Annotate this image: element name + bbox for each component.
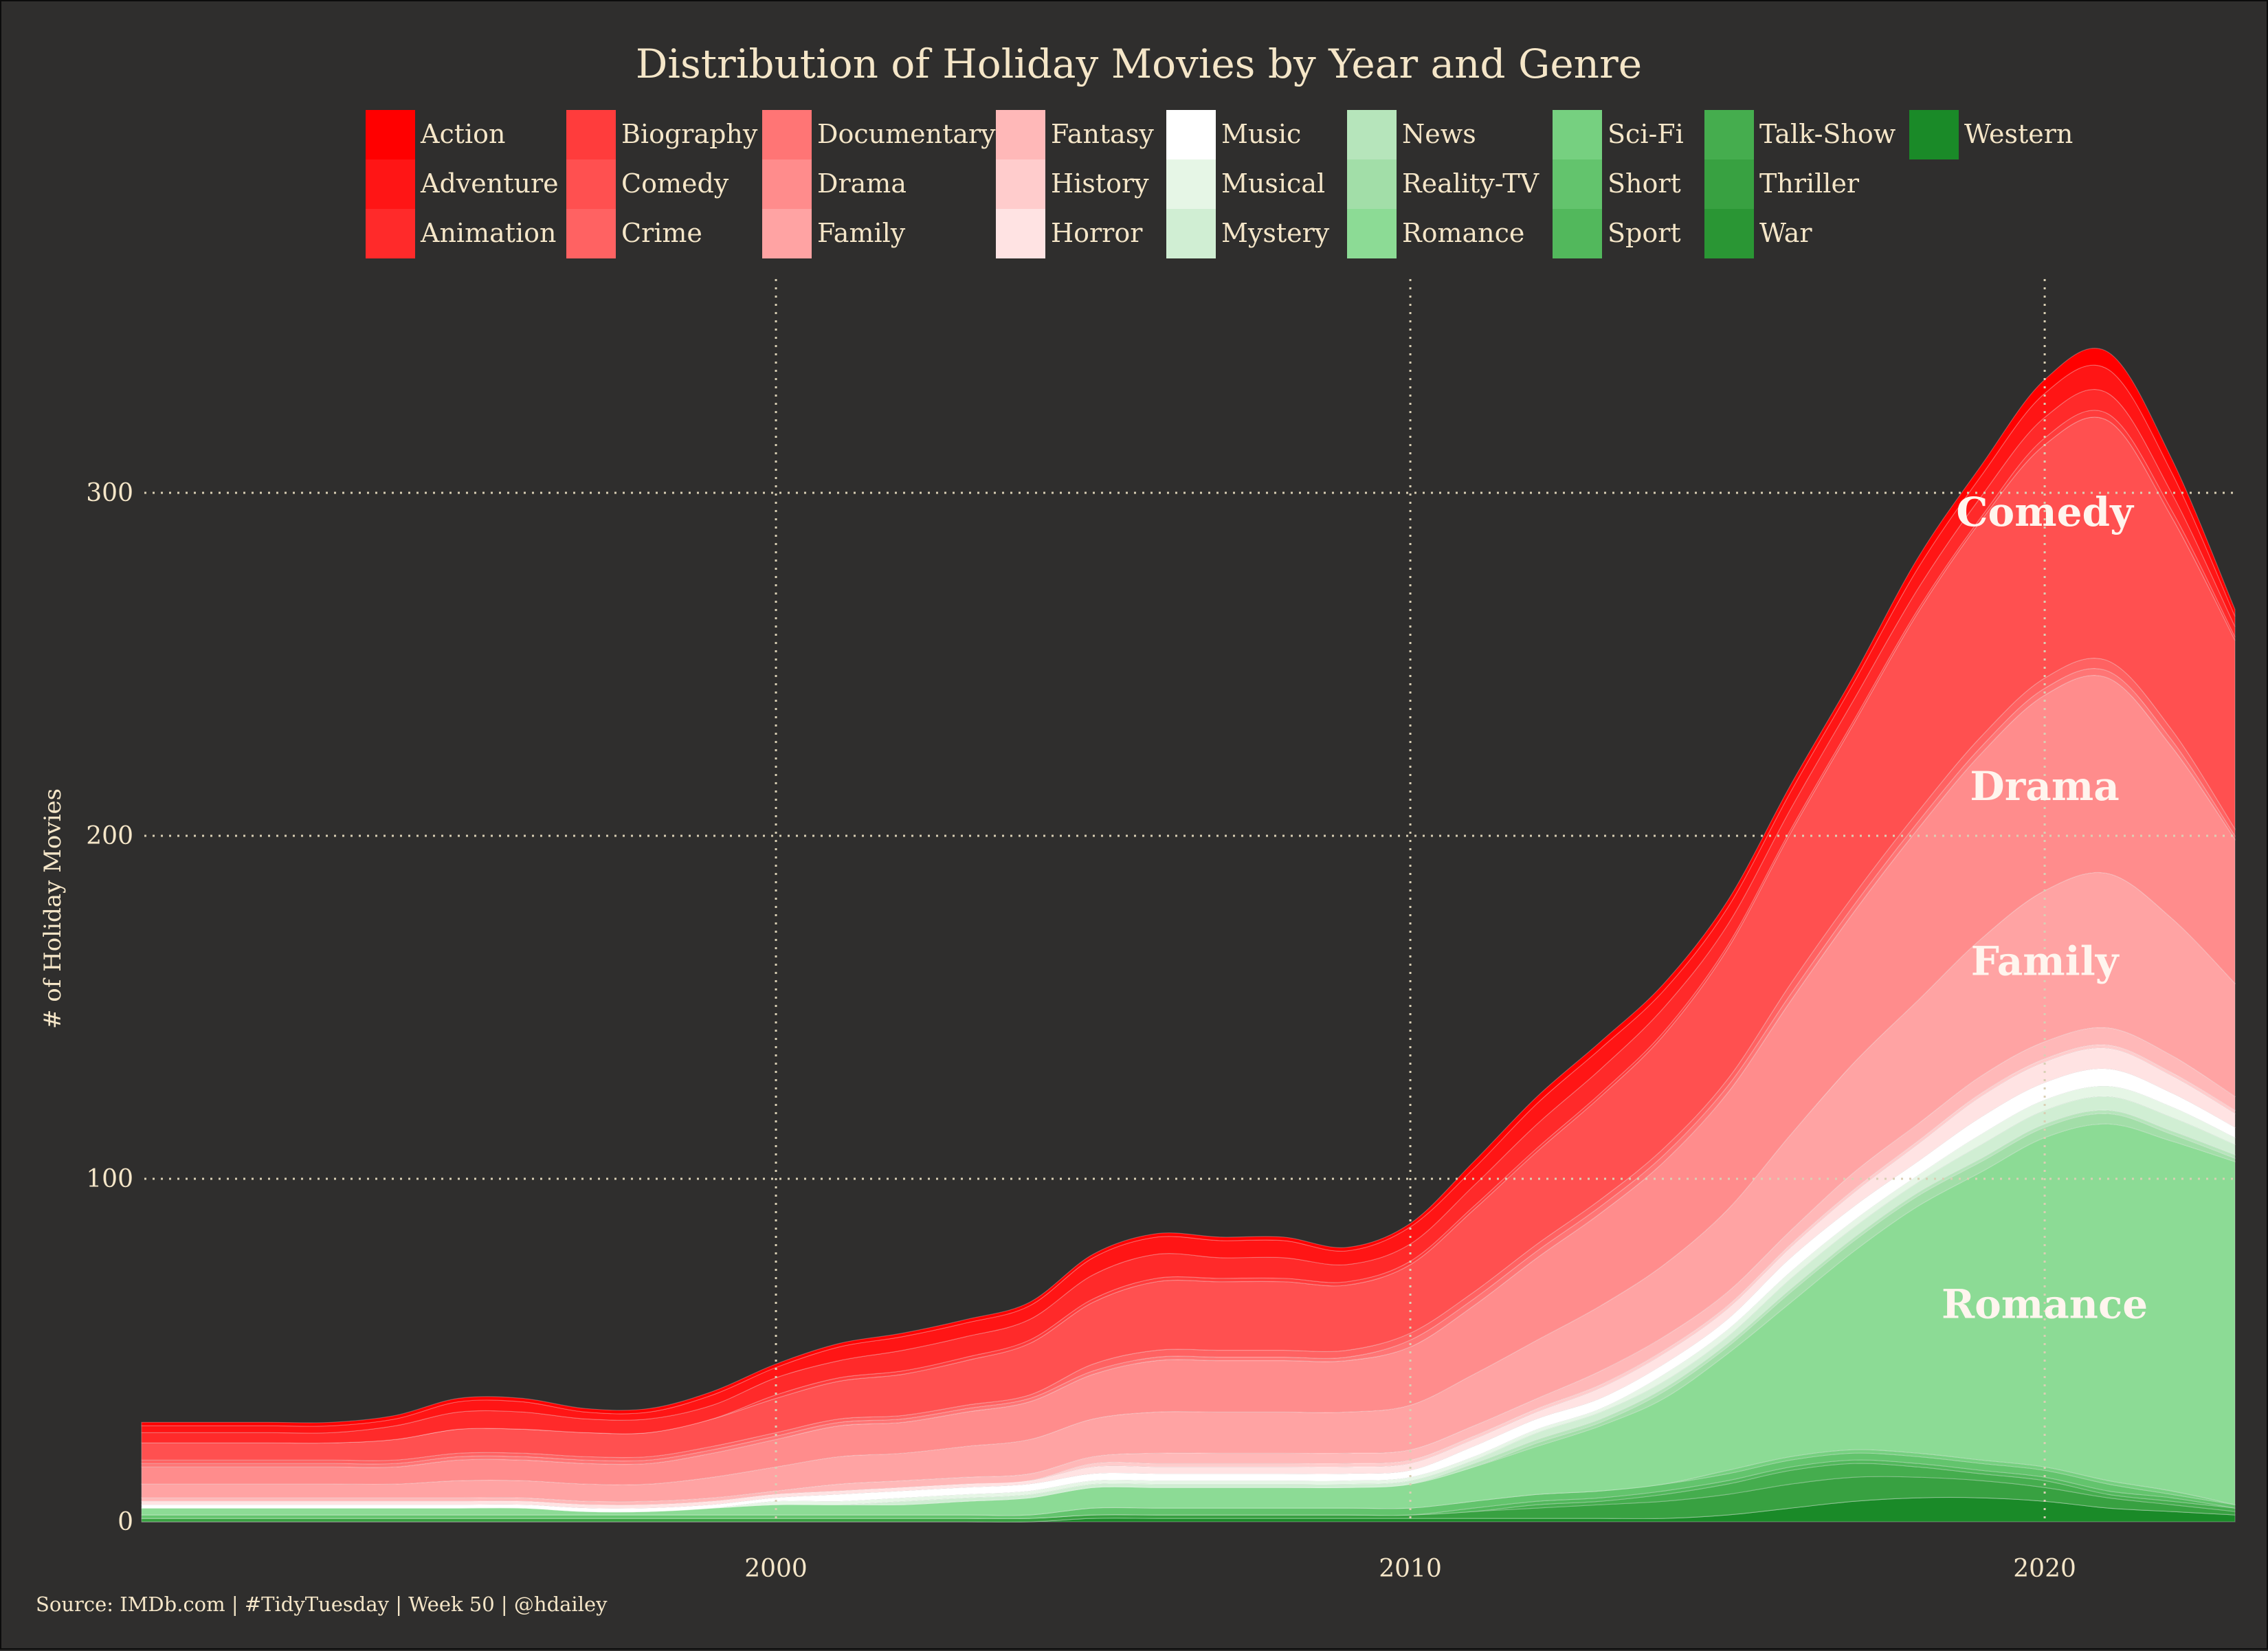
genre-annotations: Comedy Drama Family Romance [1942,489,2148,1328]
legend-key-horror [996,209,1045,258]
legend-label-music: Music [1221,119,1301,149]
legend-key-sci-fi [1553,110,1602,159]
y-tick-label: 200 [86,822,133,850]
legend-key-action [366,110,415,159]
legend-key-animation [366,209,415,258]
x-tick-label: 2010 [1379,1555,1442,1583]
area-horror [141,1048,2236,1509]
annotation-family: Family [1971,938,2120,985]
legend-label-crime: Crime [621,218,702,248]
source-caption: Source: IMDb.com | #TidyTuesday | Week 5… [36,1593,608,1616]
legend-label-drama: Drama [817,168,907,199]
legend-label-mystery: Mystery [1221,218,1330,248]
x-axis-ticks: 2000 2010 2020 [744,1555,2076,1583]
y-axis-label: # of Holiday Movies [39,788,67,1029]
legend-key-history [996,159,1045,209]
y-axis-ticks: 0 100 200 300 [86,479,133,1536]
area-documentary [141,668,2236,1468]
legend-label-western: Western [1964,119,2073,149]
annotation-romance: Romance [1942,1281,2148,1328]
legend-key-biography [566,110,616,159]
chart-title: Distribution of Holiday Movies by Year a… [636,41,1642,87]
legend: Action Adventure Animation Biography Comedy C… [366,110,2073,258]
legend-key-comedy [566,159,616,209]
x-tick-label: 2020 [2013,1555,2076,1583]
legend-key-documentary [762,110,812,159]
legend-label-talk-show: Talk-Show [1759,119,1896,149]
x-tick-label: 2000 [744,1555,808,1583]
legend-label-adventure: Adventure [420,168,559,199]
legend-label-reality-tv: Reality-TV [1402,168,1539,199]
y-tick-label: 300 [86,479,133,507]
area-music [141,1068,2236,1513]
legend-key-crime [566,209,616,258]
legend-key-romance [1347,209,1397,258]
legend-key-mystery [1166,209,1216,258]
y-tick-label: 100 [86,1165,133,1193]
area-action [141,348,2236,1427]
legend-label-comedy: Comedy [621,168,729,199]
legend-label-action: Action [420,119,506,149]
legend-label-history: History [1051,168,1149,199]
legend-label-thriller: Thriller [1759,168,1860,199]
legend-key-western [1909,110,1959,159]
legend-key-musical [1166,159,1216,209]
legend-key-short [1553,159,1602,209]
legend-key-reality-tv [1347,159,1397,209]
area-news [141,1109,2236,1513]
legend-key-music [1166,110,1216,159]
legend-label-horror: Horror [1051,218,1143,248]
legend-label-sci-fi: Sci-Fi [1608,119,1684,149]
y-tick-label: 0 [118,1508,133,1536]
legend-label-animation: Animation [420,218,557,248]
legend-label-war: War [1759,218,1812,248]
legend-label-documentary: Documentary [817,119,996,149]
stream-areas [141,348,2236,1522]
legend-label-romance: Romance [1402,218,1524,248]
legend-key-drama [762,159,812,209]
annotation-comedy: Comedy [1956,489,2135,535]
legend-label-short: Short [1608,168,1681,199]
legend-label-sport: Sport [1608,218,1681,248]
legend-key-news [1347,110,1397,159]
area-fantasy [141,1027,2236,1506]
annotation-drama: Drama [1970,763,2119,810]
legend-label-musical: Musical [1221,168,1325,199]
gridlines [144,279,2239,1522]
legend-label-biography: Biography [621,119,758,149]
legend-key-family [762,209,812,258]
legend-key-adventure [366,159,415,209]
legend-key-sport [1553,209,1602,258]
legend-label-news: News [1402,119,1476,149]
legend-key-fantasy [996,110,1045,159]
legend-key-war [1704,209,1754,258]
legend-key-talk-show [1704,110,1754,159]
legend-label-family: Family [817,218,906,248]
legend-key-thriller [1704,159,1754,209]
legend-label-fantasy: Fantasy [1051,119,1154,149]
area-history [142,1044,2236,1506]
